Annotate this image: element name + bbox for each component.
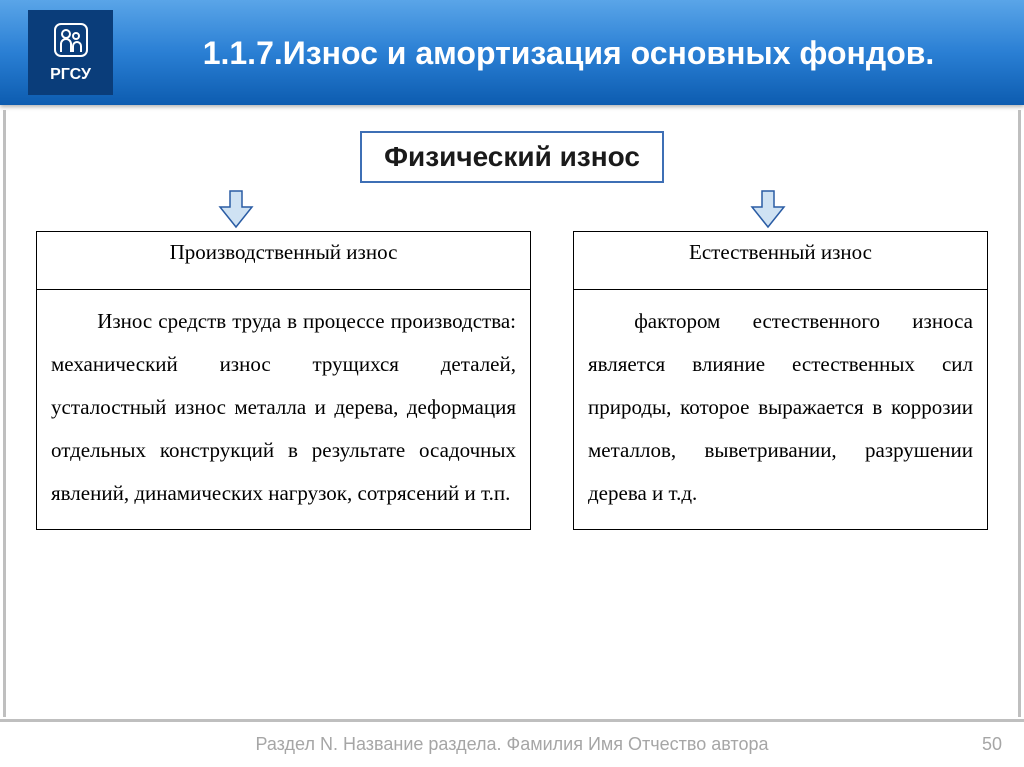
box-header: Естественный износ xyxy=(574,232,987,290)
logo-text: РГСУ xyxy=(50,66,91,84)
slide-title: 1.1.7.Износ и амортизация основных фондо… xyxy=(113,33,1024,73)
box-header: Производственный износ xyxy=(37,232,530,290)
slide-header: РГСУ 1.1.7.Износ и амортизация основных … xyxy=(0,0,1024,105)
arrow-down-left-icon xyxy=(216,189,256,229)
arrow-down-right-icon xyxy=(748,189,788,229)
university-logo: РГСУ xyxy=(28,10,113,95)
slide-footer: Раздел N. Название раздела. Фамилия Имя … xyxy=(0,719,1024,767)
box-body: фактором естественного износа является в… xyxy=(574,290,987,529)
box-body: Износ средств труда в процессе производс… xyxy=(37,290,530,529)
people-icon xyxy=(51,22,91,64)
diagram-root-label: Физический износ xyxy=(360,131,664,183)
arrows-row xyxy=(36,183,988,231)
box-production-wear: Производственный износ Износ средств тру… xyxy=(36,231,531,530)
slide-content: Физический износ Производственный износ … xyxy=(0,105,1024,715)
box-natural-wear: Естественный износ фактором естественног… xyxy=(573,231,988,530)
page-number: 50 xyxy=(982,734,1002,755)
footer-text: Раздел N. Название раздела. Фамилия Имя … xyxy=(255,734,768,755)
boxes-row: Производственный износ Износ средств тру… xyxy=(36,231,988,530)
